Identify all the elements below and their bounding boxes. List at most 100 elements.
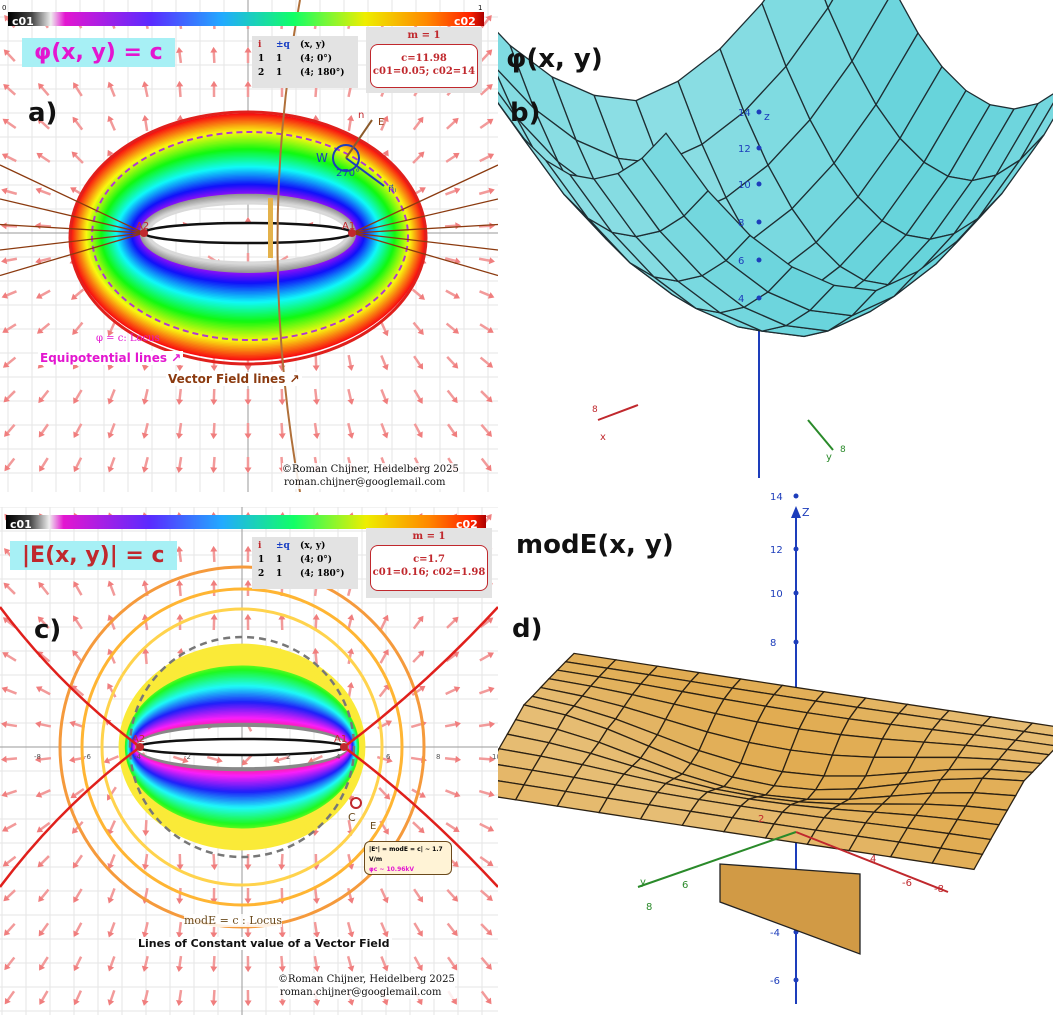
label-e: E [370,821,376,832]
field-arrowhead [313,999,321,1006]
field-arrowhead [312,399,320,406]
field-arrowhead [176,613,184,620]
field-arrowhead [3,395,10,403]
field-arrowhead [210,399,218,406]
field-arrowhead [35,686,43,693]
th-i: i [258,541,262,551]
field-arrowhead [35,720,42,728]
y-axis [637,831,797,888]
field-arrowhead [35,257,42,265]
field-arrowhead [4,430,11,437]
field-arrowhead [485,997,492,1005]
field-arrowhead [1,292,9,299]
field-arrowhead [73,998,80,1006]
email-text: roman.chijner@googlemail.com [284,477,446,488]
field-arrowhead [107,999,115,1006]
field-arrowhead [107,614,114,622]
magnitude-contour [118,643,366,851]
outer-contour [100,607,384,887]
th-i: i [258,40,262,50]
field-arrowhead [73,82,80,89]
field-arrowhead [36,152,44,159]
z-tick-label: 4 [738,294,744,305]
field-arrowhead [417,116,424,124]
field-arrowhead [244,966,252,973]
field-arrowhead [244,365,252,372]
x-tick-label: 4 [336,753,341,761]
field-arrowhead [141,931,149,938]
z-tick [756,181,762,187]
z-tick [793,639,799,645]
field-arrowhead [489,222,496,230]
z-tick [756,109,762,115]
th-xy: (x, y) [300,541,326,551]
field-arrowhead [244,932,252,939]
field-arrowhead [417,615,424,623]
td: (4; 0°) [300,555,332,565]
vector-field-line [351,232,498,251]
locus-dashed [91,131,409,341]
field-arrowhead [103,757,111,764]
z-tick-label: -6 [770,976,780,987]
td: (4; 180°) [300,569,345,579]
outer-equipotential [68,110,428,366]
z-tick-label: 6 [738,256,744,267]
panel-c-infobox: m = 1 c=1.7 c01=0.16; c02=1.98 [366,528,492,598]
label-a1: A1 [334,734,347,745]
field-arrowhead [455,222,462,230]
x-tick-label: 8 [436,753,440,761]
th-q: ±q [276,541,290,551]
field-arrowhead [485,430,492,437]
td: 1 [276,555,283,565]
field-arrowhead [176,46,184,53]
field-arrowhead [73,397,80,404]
field-arrowhead [72,649,79,657]
locus-dashed [128,635,356,859]
field-arrowhead [73,581,80,588]
field-arrowhead [381,432,389,439]
y-tick-label: 6 [682,880,688,891]
charge-a1 [348,229,356,237]
field-arrowhead [488,790,495,798]
z-axis-label: Z [802,506,810,519]
field-arrowhead [451,396,458,404]
field-arrowhead [141,364,149,371]
field-arrowhead [107,648,114,656]
field-arrowhead [39,465,46,472]
z-axis-arrowhead [791,506,801,518]
field-arrowhead [35,187,42,195]
field-arrowhead [107,81,114,89]
field-arrowhead [453,825,460,832]
field-arrowhead [244,80,252,87]
info-line2: c01=0.05; c02=14 [372,66,476,77]
field-arrowhead [244,433,252,440]
field-arrowhead [210,80,218,87]
field-arrowhead [210,579,218,586]
field-arrowhead [313,965,321,972]
field-arrowhead [485,49,493,56]
field-arrowhead [3,83,10,91]
y-tick-label: 8 [646,902,652,913]
field-arrowhead [416,930,423,937]
field-arrowhead [210,864,218,871]
colorbar [8,12,484,26]
z-tick [793,590,799,596]
x-tick-label: 10 [492,753,498,761]
field-line-red [343,606,498,748]
email-text: roman.chijner@googlemail.com [280,987,442,998]
field-arrowhead [486,83,493,91]
field-arrowhead [210,433,218,440]
field-arrowhead [416,964,423,971]
field-arrowhead [210,46,218,53]
field-arrowhead [312,365,320,372]
field-arrowhead [36,826,44,833]
field-arrowhead [175,466,183,473]
panel-c: A1 A2 C E -8 -6 -4 -2 2 4 6 8 10 c01 c02 |E(x, y)| = c… [0,507,498,1015]
field-arrowhead [210,365,218,372]
field-arrowhead [451,963,458,971]
label-angle: 270° [336,168,360,179]
field-arrowhead [1,187,8,195]
td: 2 [258,569,265,579]
